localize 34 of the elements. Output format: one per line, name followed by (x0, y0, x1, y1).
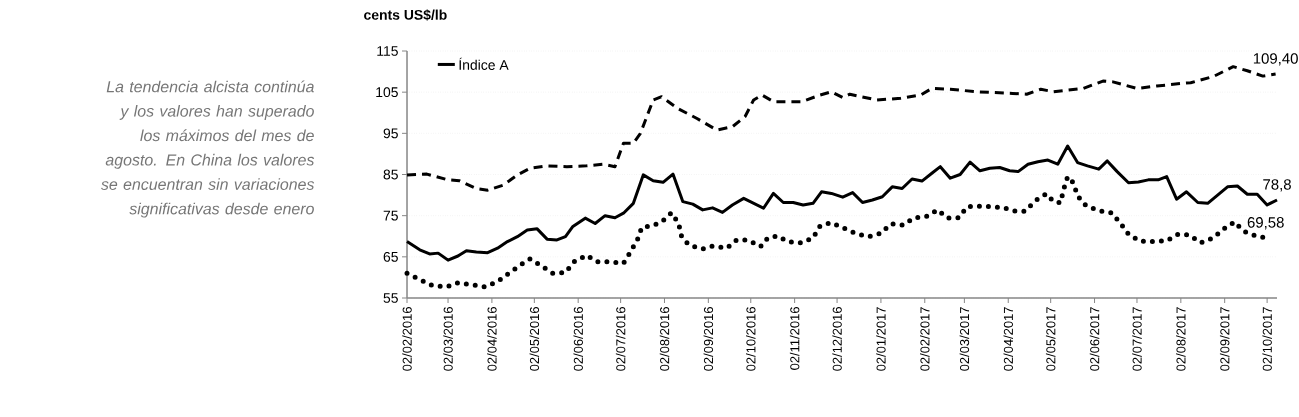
x-tick-label: 02/07/2016 (615, 307, 626, 371)
x-tick-label: 02/10/2017 (1262, 307, 1272, 371)
y-tick-label: 115 (377, 46, 398, 56)
annotation: 109,40 (1253, 53, 1298, 66)
y-tick-label: 105 (376, 87, 398, 98)
x-tick-label: 02/05/2017 (1045, 307, 1056, 371)
x-tick-label: 02/06/2017 (1089, 307, 1100, 371)
x-tick-label: 02/08/2016 (659, 307, 670, 371)
x-tick-label: 02/06/2016 (573, 307, 583, 371)
x-tick-label: 02/09/2017 (1219, 307, 1230, 371)
annotation: 69,58 (1247, 217, 1284, 230)
x-tick-label: 02/05/2016 (529, 307, 540, 371)
x-tick-label: 02/04/2016 (487, 307, 497, 371)
x-tick-label: 02/08/2017 (1176, 307, 1186, 371)
x-tick-label: 02/04/2017 (1003, 307, 1013, 371)
y-tick-label: 55 (383, 293, 398, 303)
y-tick-label: 95 (383, 128, 398, 139)
x-tick-label: 02/03/2017 (959, 307, 970, 371)
x-tick-label: 02/10/2016 (746, 307, 756, 371)
x-tick-label: 02/07/2017 (1132, 307, 1142, 371)
x-tick-label: 02/11/2016 (789, 307, 800, 370)
x-tick-label: 02/02/2016 (402, 307, 412, 371)
x-tick-label: 02/12/2016 (832, 307, 842, 371)
y-tick-label: 65 (383, 251, 398, 262)
y-axis-title: cents US$/lb (364, 9, 447, 21)
x-tick-label: 02/03/2016 (443, 307, 453, 371)
legend-label: Índice A (459, 57, 509, 70)
x-tick-label: 02/09/2016 (703, 307, 714, 371)
x-tick-label: 02/01/2017 (876, 307, 886, 371)
annotation: 78,8 (1263, 179, 1291, 192)
y-tick-label: 75 (383, 210, 398, 221)
text: La tendencia alcista continúa y los valores han superado los máximos del mes de agosto. En China los valores se encuentran sin variaciones significativas desde enero (100, 80, 315, 218)
y-tick-label: 85 (383, 169, 398, 180)
x-tick-label: 02/02/2017 (920, 307, 930, 371)
